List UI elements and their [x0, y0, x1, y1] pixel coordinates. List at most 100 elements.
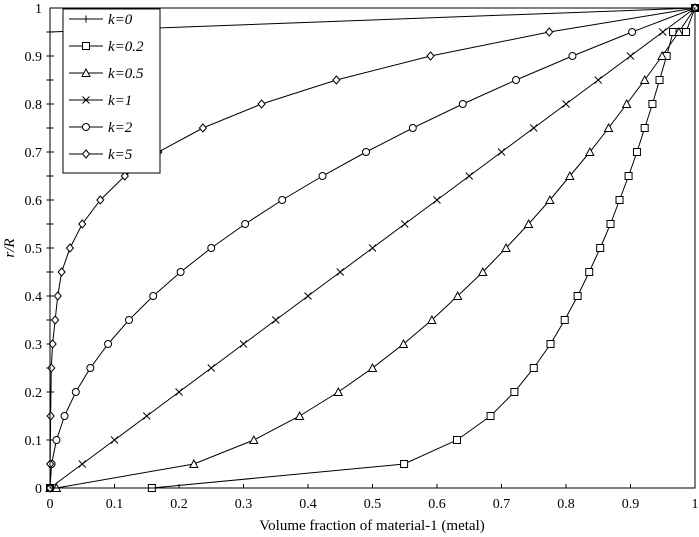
- legend-marker-diamond: [81, 149, 91, 159]
- data-point-triangle: [674, 26, 684, 36]
- data-point-x: [529, 124, 538, 132]
- data-point-x: [594, 76, 603, 84]
- data-point-square: [573, 292, 582, 300]
- data-point-x: [336, 268, 345, 276]
- data-point-diamond: [46, 411, 55, 421]
- data-point-square: [486, 412, 495, 420]
- data-point-square: [606, 220, 615, 228]
- data-point-diamond: [198, 123, 208, 133]
- data-point-triangle: [477, 266, 488, 276]
- data-point-circle: [568, 52, 577, 60]
- data-point-circle: [71, 388, 80, 396]
- x-tick-label: 1: [692, 497, 699, 512]
- x-tick-label: 0.5: [364, 497, 382, 512]
- data-point-circle: [176, 268, 185, 276]
- x-tick-label: 0: [47, 497, 54, 512]
- data-point-triangle: [545, 194, 555, 204]
- y-tick-label: 0.2: [25, 386, 43, 401]
- data-point-triangle: [565, 170, 575, 180]
- data-point-circle: [207, 244, 216, 252]
- data-point-x: [239, 340, 248, 348]
- data-point-circle: [362, 148, 371, 156]
- data-point-square: [400, 460, 409, 468]
- data-point-circle: [318, 172, 327, 180]
- data-point-triangle: [585, 146, 595, 156]
- data-point-circle: [52, 436, 61, 444]
- data-point-circle: [149, 292, 158, 300]
- x-tick-label: 0.6: [428, 497, 446, 512]
- data-point-x: [368, 244, 377, 252]
- series-line-triangle: [50, 7, 696, 489]
- legend-box: [62, 8, 161, 174]
- y-tick-label: 0.4: [25, 290, 43, 305]
- legend-label: k=0: [108, 12, 133, 28]
- data-point-x: [78, 460, 87, 468]
- data-point-triangle: [523, 218, 534, 228]
- data-point-triangle: [639, 74, 650, 84]
- y-tick-label: 0.1: [25, 434, 43, 449]
- x-tick-label: 0.8: [557, 497, 575, 512]
- data-point-diamond: [257, 99, 266, 109]
- legend-marker-triangle: [81, 67, 91, 77]
- data-point-square: [510, 388, 519, 396]
- y-tick-label: 0.6: [25, 194, 43, 209]
- data-point-triangle: [248, 434, 259, 444]
- data-point-diamond: [53, 291, 62, 301]
- data-point-triangle: [657, 50, 667, 60]
- data-point-square: [452, 436, 461, 444]
- data-point-diamond: [78, 219, 87, 229]
- data-point-circle: [104, 340, 113, 348]
- legend-label: k=1: [108, 93, 132, 109]
- data-point-triangle: [621, 98, 632, 108]
- data-point-triangle: [398, 338, 409, 348]
- series-markers: [45, 2, 699, 493]
- y-axis-title: r/R: [2, 238, 18, 257]
- data-point-x: [110, 436, 119, 444]
- legend: k=0 k=0.2 k=0.5 k=1 k=2 k=5: [62, 8, 161, 174]
- data-point-square: [615, 196, 624, 204]
- data-point-circle: [60, 412, 69, 420]
- data-point-triangle: [501, 242, 511, 252]
- data-point-diamond: [426, 51, 435, 61]
- y-tick-label: 0.9: [25, 50, 43, 65]
- y-tick-label: 0.7: [25, 146, 43, 161]
- data-point-x: [465, 172, 474, 180]
- legend-marker-plus: [82, 15, 90, 23]
- legend-label: k=0.2: [108, 39, 144, 55]
- data-point-diamond: [332, 75, 341, 85]
- legend-label: k=0.5: [108, 66, 144, 82]
- data-point-square: [624, 172, 633, 180]
- data-point-circle: [125, 316, 134, 324]
- data-point-diamond: [96, 195, 105, 205]
- x-tick-label: 0.4: [299, 497, 317, 512]
- y-tick-label: 1: [35, 2, 42, 17]
- x-tick-label: 0.3: [235, 497, 253, 512]
- data-point-square: [585, 268, 594, 276]
- data-point-x: [400, 220, 409, 228]
- data-point-x: [433, 196, 441, 204]
- data-point-square: [681, 28, 690, 36]
- data-point-square: [648, 100, 657, 108]
- legend-marker-circle: [82, 123, 90, 131]
- data-point-triangle: [189, 458, 199, 468]
- data-point-square: [529, 364, 538, 372]
- data-point-square: [640, 124, 649, 132]
- data-point-x: [271, 316, 280, 324]
- x-axis-ticks: 0 0.1 0.2 0.3 0.4 0.5 0.6 0.7 0.8 0.9 1: [47, 484, 699, 512]
- data-point-x: [497, 148, 506, 156]
- y-tick-label: 0.5: [25, 242, 43, 257]
- x-axis-title: Volume fraction of material-1 (metal): [259, 518, 484, 534]
- data-point-diamond: [50, 315, 60, 325]
- data-point-circle: [512, 76, 521, 84]
- data-point-circle: [628, 28, 637, 36]
- data-point-diamond: [65, 243, 75, 253]
- legend-label: k=2: [108, 120, 133, 136]
- data-point-circle: [241, 220, 250, 228]
- data-point-x: [175, 388, 183, 396]
- y-tick-label: 0.8: [25, 98, 43, 113]
- data-point-square: [560, 316, 569, 324]
- x-tick-label: 0.9: [622, 497, 640, 512]
- data-point-x: [658, 28, 667, 36]
- legend-label: k=5: [108, 147, 133, 163]
